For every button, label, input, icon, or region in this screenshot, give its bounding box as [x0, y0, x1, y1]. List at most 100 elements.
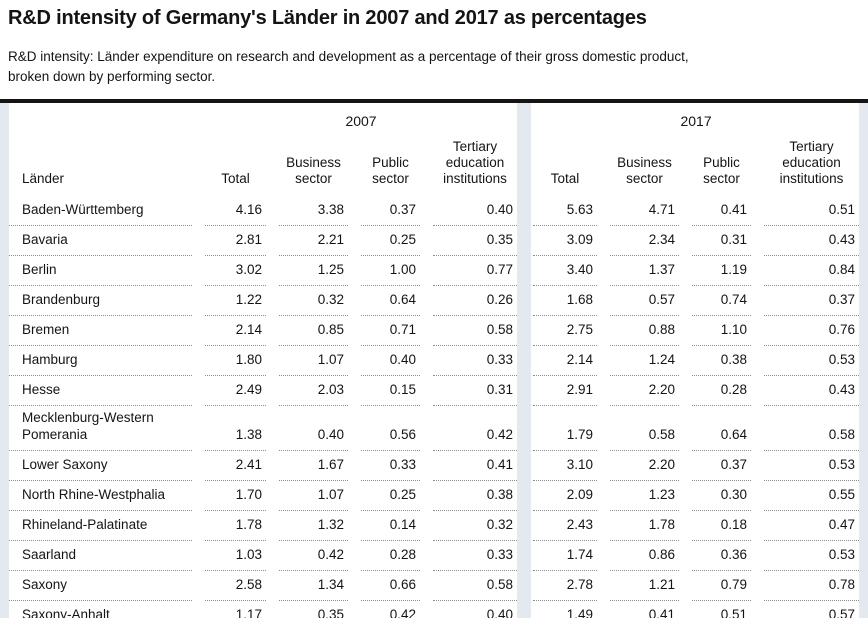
value-2007-tertiary: 0.38 — [486, 487, 514, 502]
value-2017-total: 5.63 — [566, 202, 594, 217]
column-header-total-2007: Total — [221, 171, 250, 186]
value-2007-total: 2.81 — [235, 232, 262, 247]
top-rule — [0, 99, 868, 103]
value-2017-tertiary: 0.53 — [828, 457, 856, 472]
subtitle-line-2: broken down by performing sector. — [8, 69, 216, 84]
year-group-2007: 2007 — [345, 113, 377, 129]
value-2007-tertiary: 0.33 — [486, 547, 514, 562]
value-2017-business: 2.20 — [648, 457, 676, 472]
value-2007-tertiary: 0.35 — [486, 232, 514, 247]
value-2007-public: 0.42 — [389, 607, 416, 618]
value-2017-public: 0.41 — [720, 202, 748, 217]
table-row: Rhineland-Palatinate 1.78 1.32 0.14 0.32… — [0, 511, 868, 541]
value-2017-total: 3.10 — [566, 457, 594, 472]
table-row: Baden-Württemberg 4.16 3.38 0.37 0.40 5.… — [0, 196, 868, 226]
value-2007-business: 0.42 — [317, 547, 344, 562]
row-label: Brandenburg — [22, 292, 101, 307]
value-2007-public: 0.25 — [389, 487, 416, 502]
value-2007-total: 2.58 — [235, 577, 262, 592]
row-label: Hamburg — [22, 352, 78, 367]
value-2017-public: 0.30 — [720, 487, 748, 502]
value-2017-total: 1.79 — [566, 427, 594, 442]
value-2007-total: 1.78 — [235, 517, 262, 532]
stripe-year-divider — [517, 103, 531, 618]
value-2017-tertiary: 0.51 — [828, 202, 856, 217]
value-2007-business: 3.38 — [317, 202, 344, 217]
value-2017-public: 0.28 — [720, 382, 748, 397]
row-label: Berlin — [22, 262, 57, 277]
table-row: Mecklenburg-Western Pomerania 1.38 0.40 … — [0, 406, 868, 451]
table-row: Bremen 2.14 0.85 0.71 0.58 2.75 0.88 1.1… — [0, 316, 868, 346]
table-row: Saxony-Anhalt 1.17 0.35 0.42 0.40 1.49 0… — [0, 601, 868, 618]
row-label: Saxony-Anhalt — [22, 607, 110, 618]
page-title: R&D intensity of Germany's Länder in 200… — [8, 7, 647, 29]
value-2017-tertiary: 0.84 — [828, 262, 856, 277]
value-2017-tertiary: 0.55 — [828, 487, 856, 502]
value-2007-public: 0.66 — [389, 577, 416, 592]
value-2017-business: 1.78 — [648, 517, 676, 532]
column-header-tertiary-2007: Tertiary education institutions — [443, 139, 507, 186]
row-label: Rhineland-Palatinate — [22, 517, 148, 532]
value-2017-public: 0.31 — [720, 232, 748, 247]
value-2007-total: 1.70 — [235, 487, 262, 502]
value-2007-tertiary: 0.77 — [486, 262, 514, 277]
value-2007-public: 0.28 — [389, 547, 416, 562]
value-2017-total: 2.75 — [566, 322, 594, 337]
value-2007-public: 0.15 — [389, 382, 416, 397]
table-body: Baden-Württemberg 4.16 3.38 0.37 0.40 5.… — [0, 196, 868, 618]
value-2007-tertiary: 0.41 — [486, 457, 514, 472]
value-2017-tertiary: 0.47 — [828, 517, 856, 532]
value-2017-total: 2.78 — [566, 577, 594, 592]
row-label: Bremen — [22, 322, 70, 337]
value-2017-public: 0.36 — [720, 547, 748, 562]
row-label: Saxony — [22, 577, 68, 592]
value-2017-tertiary: 0.43 — [828, 232, 856, 247]
value-2007-business: 0.40 — [317, 427, 344, 442]
value-2017-total: 3.40 — [566, 262, 594, 277]
column-header-total-2017: Total — [550, 171, 580, 186]
value-2017-business: 4.71 — [648, 202, 676, 217]
value-2007-tertiary: 0.32 — [486, 517, 514, 532]
value-2007-business: 0.35 — [317, 607, 344, 618]
value-2007-tertiary: 0.42 — [486, 427, 514, 442]
table-row: Berlin 3.02 1.25 1.00 0.77 3.40 1.37 1.1… — [0, 256, 868, 286]
table-row: Brandenburg 1.22 0.32 0.64 0.26 1.68 0.5… — [0, 286, 868, 316]
value-2007-public: 1.00 — [389, 262, 416, 277]
value-2017-business: 2.34 — [648, 232, 676, 247]
value-2007-total: 4.16 — [235, 202, 262, 217]
table-row: Bavaria 2.81 2.21 0.25 0.35 3.09 2.34 0.… — [0, 226, 868, 256]
row-label: Bavaria — [22, 232, 68, 247]
value-2017-tertiary: 0.57 — [828, 607, 856, 618]
value-2017-total: 2.43 — [566, 517, 594, 532]
value-2007-total: 1.22 — [235, 292, 262, 307]
value-2007-public: 0.71 — [389, 322, 416, 337]
value-2007-public: 0.37 — [389, 202, 416, 217]
value-2007-public: 0.25 — [389, 232, 416, 247]
table-row: Saxony 2.58 1.34 0.66 0.58 2.78 1.21 0.7… — [0, 571, 868, 601]
value-2007-total: 2.14 — [235, 322, 262, 337]
value-2007-total: 1.80 — [235, 352, 262, 367]
value-2007-total: 1.38 — [235, 427, 262, 442]
value-2017-business: 0.58 — [648, 427, 676, 442]
column-header-business-2007: Business sector — [286, 155, 341, 186]
value-2007-tertiary: 0.58 — [486, 322, 514, 337]
value-2017-tertiary: 0.58 — [828, 427, 856, 442]
stripe-left — [0, 103, 9, 618]
value-2017-business: 0.57 — [648, 292, 676, 307]
year-header-row: 2007 2017 — [0, 103, 868, 132]
value-2007-public: 0.64 — [389, 292, 416, 307]
value-2007-total: 2.41 — [235, 457, 262, 472]
subtitle-line-1: R&D intensity: Länder expenditure on res… — [8, 49, 689, 64]
table-row: Hesse 2.49 2.03 0.15 0.31 2.91 2.20 0.28… — [0, 376, 868, 406]
value-2017-business: 0.41 — [648, 607, 676, 618]
stripe-right — [859, 103, 868, 618]
value-2017-tertiary: 0.37 — [828, 292, 856, 307]
column-header-tertiary-2017: Tertiary education institutions — [779, 139, 844, 186]
value-2017-business: 1.21 — [648, 577, 676, 592]
value-2007-tertiary: 0.33 — [486, 352, 514, 367]
year-group-2017: 2017 — [680, 113, 712, 129]
value-2007-business: 1.07 — [317, 487, 344, 502]
row-label: North Rhine-Westphalia — [22, 487, 166, 502]
column-header-business-2017: Business sector — [617, 155, 672, 186]
subtitle: R&D intensity: Länder expenditure on res… — [8, 47, 858, 87]
